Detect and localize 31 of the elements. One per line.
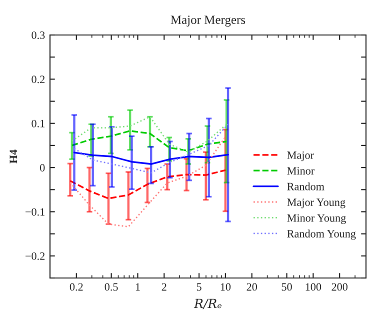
line-series	[74, 124, 229, 174]
x-tick-label: 20	[246, 283, 257, 291]
x-axis-title: R/Rₑ	[194, 298, 222, 310]
x-tick-label: 100	[306, 283, 322, 291]
y-axis-title: H4	[10, 150, 18, 164]
y-tick-label: 0.2	[32, 76, 45, 84]
line-series	[73, 152, 229, 165]
y-tick-label: 0.3	[32, 31, 45, 40]
chart-title: Major Mergers	[170, 16, 246, 27]
legend-label: Minor Young	[287, 214, 346, 224]
legend-label: Random	[287, 182, 324, 190]
y-tick-label: −0.2	[26, 252, 45, 260]
legend-label: Minor	[287, 167, 315, 175]
y-tick-label: 0.1	[32, 120, 44, 128]
line-series	[71, 116, 228, 153]
legend-label: Major Young	[287, 198, 346, 208]
y-tick-label: −0.1	[26, 208, 44, 216]
line-series	[69, 169, 226, 200]
x-tick-label: 10	[220, 283, 231, 291]
legend-label: Major	[287, 151, 314, 162]
x-tick-label: 1	[136, 283, 140, 291]
x-tick-label: 2	[162, 283, 166, 291]
y-tick-label: 0	[40, 164, 45, 172]
line-series	[70, 136, 226, 228]
x-tick-label: 0.2	[70, 283, 83, 291]
legend-label: Random Young	[287, 230, 356, 240]
x-tick-label: 5	[196, 283, 202, 291]
x-tick-label: 200	[332, 283, 348, 291]
x-tick-label: 0.5	[104, 283, 118, 291]
x-tick-label: 50	[282, 283, 292, 291]
line-series	[71, 130, 228, 152]
